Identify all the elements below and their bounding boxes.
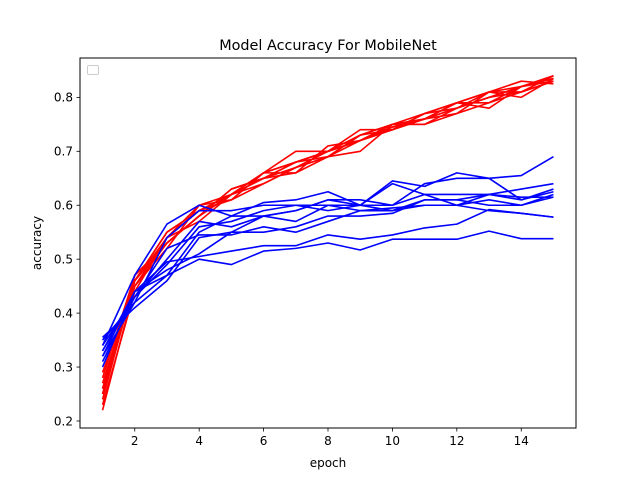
series-line-17: [102, 196, 554, 338]
axes-layer: 2 4 6 8 10 12 14 0.2 0.3 0.4 0.5 0.6 0.7 0.8: [54, 91, 529, 448]
series-line-10: [101, 77, 554, 395]
series-line-16: [101, 182, 554, 368]
series-layer: [101, 75, 554, 411]
y-axis-label: accuracy: [30, 216, 44, 270]
x-tick-label: 8: [324, 434, 332, 448]
x-tick-label: 14: [514, 434, 529, 448]
plot-frame: [79, 57, 577, 429]
y-tick-label: 0.4: [54, 306, 73, 320]
x-tick-label: 4: [195, 434, 203, 448]
x-tick-label: 10: [385, 434, 400, 448]
series-line-19: [101, 230, 554, 357]
series-line-9: [101, 80, 554, 373]
y-tick-label: 0.7: [54, 145, 73, 159]
series-line-14: [101, 193, 554, 357]
x-axis-label: epoch: [310, 456, 347, 470]
chart-title: Model Accuracy For MobileNet: [219, 38, 437, 54]
y-tick-label: 0.6: [54, 199, 73, 213]
series-line-20: [101, 208, 554, 352]
x-tick-label: 6: [260, 434, 268, 448]
y-tick-label: 0.5: [54, 252, 73, 266]
y-tick-label: 0.8: [54, 91, 73, 105]
series-line-18: [101, 204, 554, 346]
series-line-15: [101, 188, 554, 363]
y-tick-label: 0.3: [54, 360, 73, 374]
x-tick-label: 12: [449, 434, 464, 448]
x-tick-label: 2: [131, 434, 139, 448]
series-line-11: [101, 156, 554, 346]
y-tick-label: 0.2: [54, 414, 73, 428]
legend-box: [87, 65, 99, 75]
